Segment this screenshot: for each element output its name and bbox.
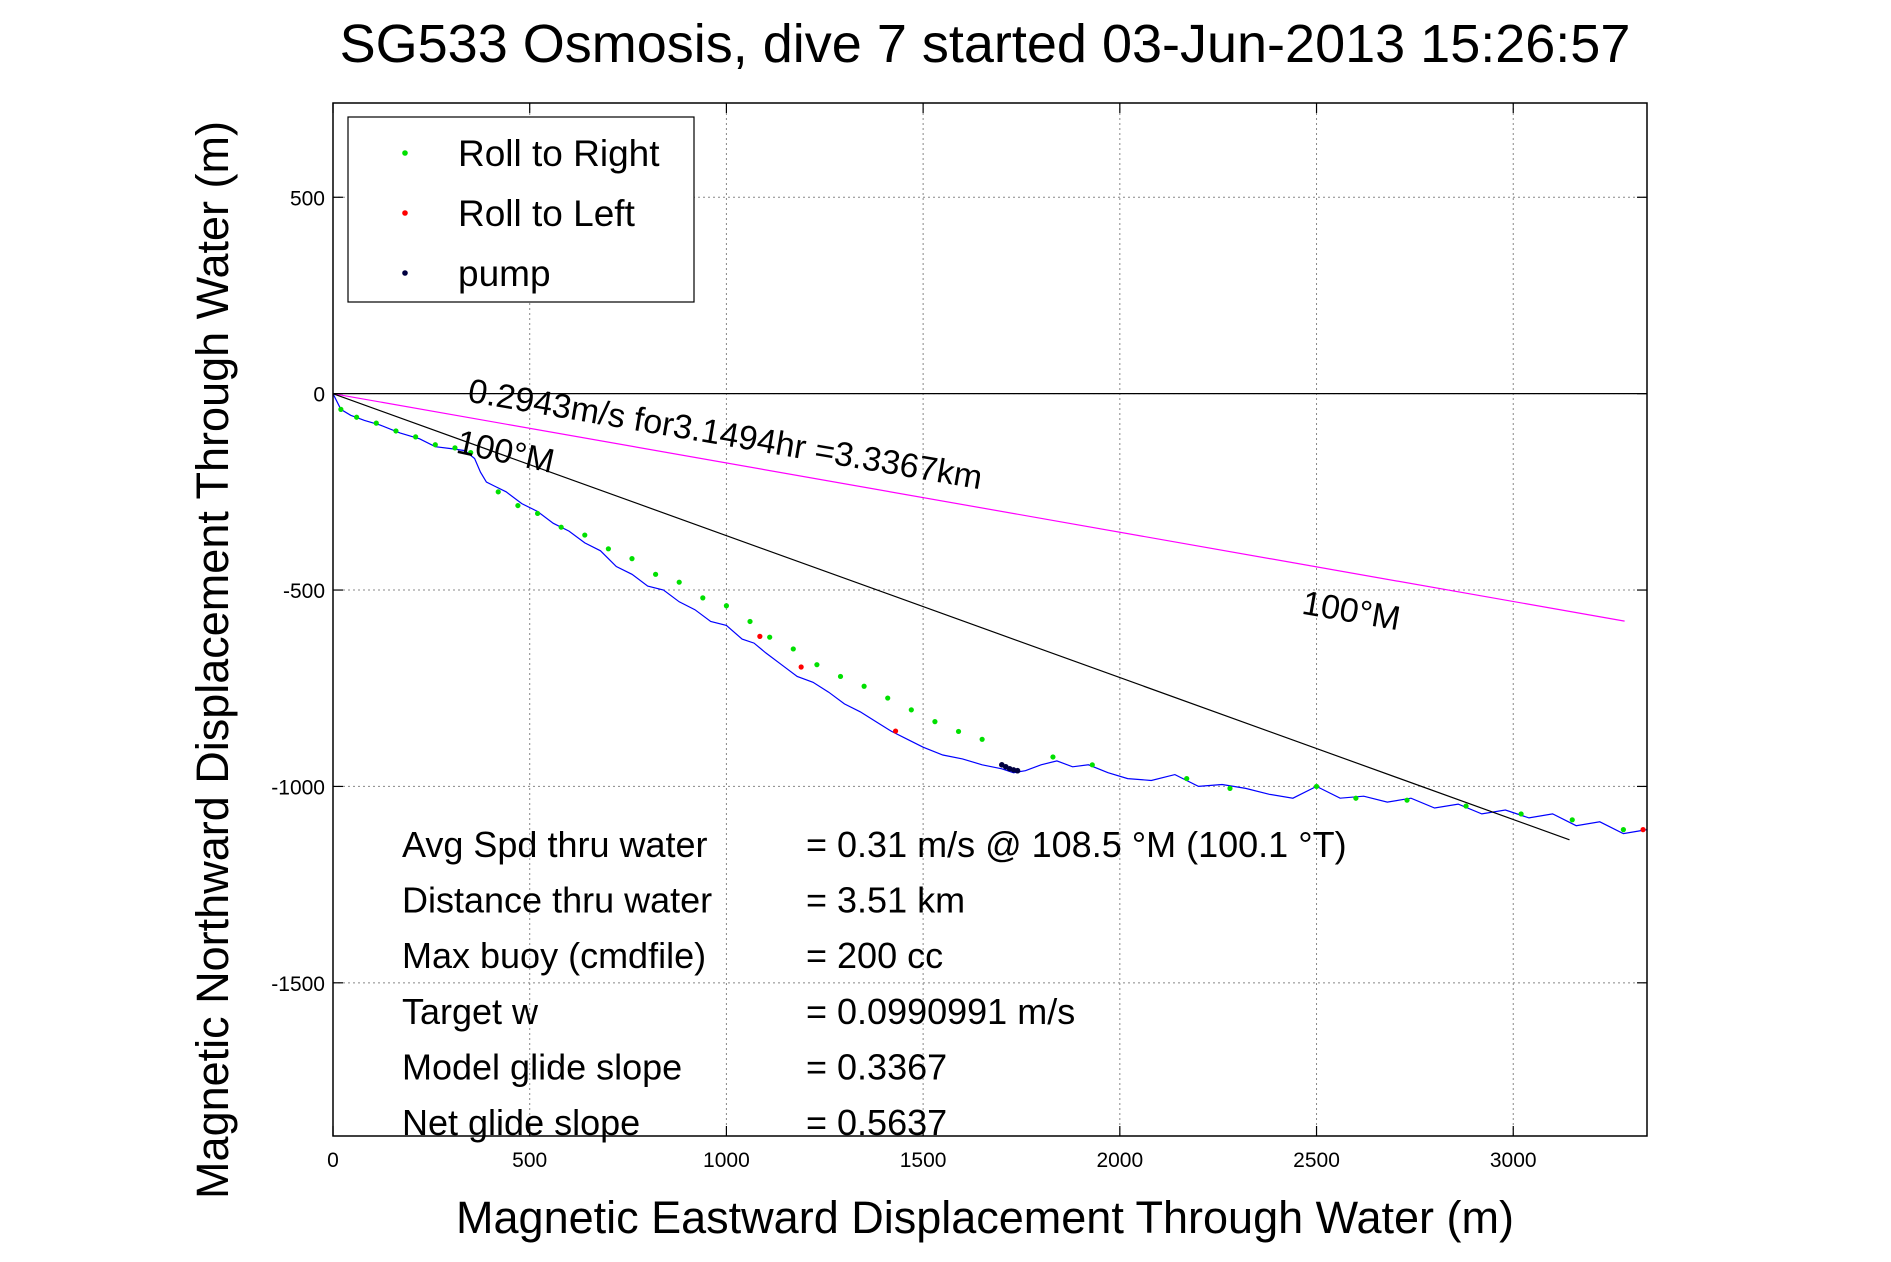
x-tick-label: 2500	[1293, 1149, 1340, 1172]
stat-label: Model glide slope	[402, 1046, 682, 1087]
stat-label: Net glide slope	[402, 1102, 640, 1143]
stat-value: = 0.0990991 m/s	[806, 991, 1075, 1032]
roll-right-point	[979, 736, 985, 742]
stat-value: = 0.5637	[806, 1102, 947, 1143]
stat-label: Distance thru water	[402, 880, 712, 921]
roll-right-point	[534, 510, 541, 517]
stat-label: Target w	[402, 991, 539, 1032]
roll-right-point	[1569, 817, 1575, 823]
y-tick-label: 0	[313, 384, 325, 407]
legend-marker	[402, 150, 408, 156]
y-tick-label: 500	[290, 187, 325, 210]
roll-right-point	[1089, 762, 1095, 768]
roll-right-point	[747, 618, 753, 625]
roll-right-point	[676, 579, 682, 585]
roll-right-point	[373, 420, 379, 426]
x-tick-label: 1500	[900, 1149, 947, 1172]
roll-right-point	[1404, 797, 1410, 803]
roll-right-point	[629, 556, 635, 562]
roll-right-point	[468, 449, 474, 456]
legend-label: pump	[458, 253, 551, 294]
legend-label: Roll to Right	[458, 133, 660, 174]
stat-value: = 0.3367	[806, 1046, 947, 1087]
roll-right-point	[1463, 803, 1469, 809]
roll-right-point	[393, 428, 399, 434]
roll-left-point	[892, 728, 899, 734]
pump-point	[1014, 767, 1021, 774]
stat-label: Avg Spd thru water	[402, 824, 708, 865]
y-tick-label: -1500	[271, 973, 325, 996]
roll-right-point	[582, 532, 588, 538]
stat-value: = 0.31 m/s @ 108.5 °M (100.1 °T)	[806, 824, 1347, 865]
roll-right-point	[652, 571, 659, 577]
axis-ticks: 0 500 1000 1500 2000 2500 3000 500 0 -500 -1000 -15…	[271, 103, 1647, 1172]
roll-right-point	[1620, 827, 1626, 833]
legend-marker	[402, 210, 408, 216]
roll-right-point	[837, 673, 844, 680]
y-tick-label: -500	[283, 580, 325, 603]
roll-right-point	[1184, 775, 1190, 782]
legend: Roll to Right Roll to Left pump	[347, 116, 695, 303]
stat-value: = 3.51 km	[806, 880, 965, 921]
plot-frame	[332, 102, 1648, 1137]
roll-right-point	[767, 634, 773, 640]
stat-label: Max buoy (cmdfile)	[402, 935, 706, 976]
roll-right-point	[1518, 811, 1524, 817]
x-tick-label: 1000	[703, 1149, 750, 1172]
roll-right-point	[932, 719, 938, 725]
roll-left-point	[798, 664, 804, 670]
roll-right-point	[558, 524, 564, 530]
heading-line	[332, 393, 1570, 841]
roll-right-point	[955, 728, 962, 735]
x-tick-label: 2000	[1096, 1149, 1143, 1172]
mean-velocity-line	[332, 393, 1625, 622]
roll-right-point	[495, 489, 501, 495]
roll-left-point	[1640, 827, 1646, 833]
roll-right-point	[1353, 795, 1359, 801]
y-tick-label: -1000	[271, 776, 325, 799]
roll-right-point	[790, 646, 796, 652]
x-tick-label: 0	[327, 1149, 339, 1172]
roll-right-point	[452, 445, 458, 451]
roll-right-point	[354, 414, 360, 420]
stat-value: = 200 cc	[806, 935, 943, 976]
marker-group	[338, 406, 1646, 833]
roll-right-point	[413, 434, 419, 440]
roll-right-point	[605, 546, 611, 552]
legend-marker	[402, 270, 408, 276]
chart-title: SG533 Osmosis, dive 7 started 03-Jun-201…	[340, 14, 1631, 74]
x-tick-label: 3000	[1490, 1149, 1537, 1172]
roll-right-point	[338, 406, 344, 412]
roll-left-point	[757, 633, 763, 639]
roll-right-point	[700, 595, 706, 601]
x-tick-label: 500	[512, 1149, 547, 1172]
roll-right-point	[515, 502, 521, 509]
x-axis-title: Magnetic Eastward Displacement Through W…	[456, 1192, 1514, 1243]
roll-right-point	[1227, 785, 1233, 791]
series-group	[332, 393, 1648, 841]
roll-right-point	[908, 707, 914, 713]
roll-right-point	[861, 683, 867, 689]
roll-right-point	[1050, 754, 1056, 760]
roll-right-point	[814, 662, 820, 668]
legend-label: Roll to Left	[458, 193, 636, 234]
roll-right-point	[723, 603, 730, 609]
y-axis-title: Magnetic Northward Displacement Through …	[187, 121, 238, 1199]
roll-right-point	[885, 695, 891, 701]
roll-right-point	[432, 442, 438, 448]
roll-right-point	[1313, 783, 1320, 790]
track-line	[332, 393, 1648, 835]
